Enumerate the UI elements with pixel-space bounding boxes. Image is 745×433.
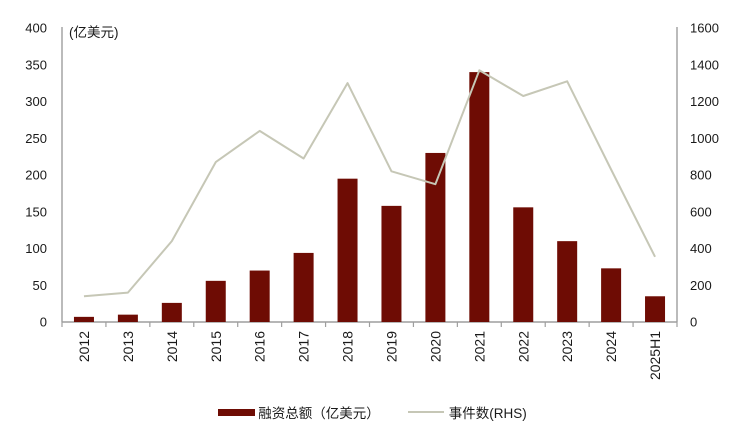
left-axis-tick-label: 300 [25,94,47,109]
bar-2022 [513,207,534,322]
bar-series-label: 融资总额（亿美元） [258,406,380,421]
left-axis-tick-label: 100 [25,241,47,256]
bar-2020 [425,152,446,322]
bar-2023 [557,241,578,322]
x-axis-label-2013: 2013 [120,331,136,362]
left-axis-tick-label: 150 [25,204,47,219]
right-axis-tick-label: 1400 [690,57,719,72]
x-axis-label-2014: 2014 [164,331,180,362]
left-axis-title: (亿美元) [69,25,119,40]
left-axis-tick-label: 0 [40,315,47,330]
x-axis-label-2023: 2023 [559,331,575,362]
x-axis-label-2015: 2015 [208,331,224,362]
right-axis-tick-label: 200 [690,278,712,293]
x-axis-label-2022: 2022 [515,331,531,362]
left-axis-tick-label: 250 [25,131,47,146]
left-axis-tick-label: 400 [25,21,47,36]
legend: 融资总额（亿美元） 事件数(RHS) [0,401,745,423]
bar-2014 [161,302,182,322]
x-axis-label-2016: 2016 [252,331,268,362]
bar-2019 [381,205,402,322]
left-axis-tick-label: 200 [25,168,47,183]
x-axis-label-2024: 2024 [603,331,619,362]
x-axis-label-2021: 2021 [471,331,487,362]
bar-2012 [73,316,94,322]
left-axis-tick-label: 350 [25,57,47,72]
x-axis-label-2019: 2019 [383,331,399,362]
right-axis-tick-label: 400 [690,241,712,256]
right-axis-tick-label: 1000 [690,131,719,146]
line-series-swatch [407,411,444,413]
bar-2016 [249,270,270,322]
left-axis-tick-label: 50 [33,278,47,293]
bar-2018 [337,178,358,322]
bar-2021 [469,72,490,322]
events-line [83,69,656,298]
right-axis-tick-label: 800 [690,168,712,183]
x-axis-label-2017: 2017 [296,331,312,362]
bar-series-swatch [218,408,256,416]
bar-2025H1 [645,296,666,322]
bar-2013 [117,314,138,322]
x-axis-label-2018: 2018 [340,331,356,362]
x-axis-label-2020: 2020 [427,331,443,362]
right-axis-tick-label: 1200 [690,94,719,109]
right-axis-tick-label: 600 [690,204,712,219]
line-series-label: 事件数(RHS) [448,406,527,421]
bar-2024 [601,268,622,322]
right-axis-tick-label: 1600 [690,21,719,36]
bar-2015 [205,280,226,322]
right-axis-tick-label: 0 [690,315,697,330]
bar-2017 [293,252,314,322]
x-axis-label-2012: 2012 [76,331,92,362]
x-axis-label-2025H1: 2025H1 [647,331,663,380]
